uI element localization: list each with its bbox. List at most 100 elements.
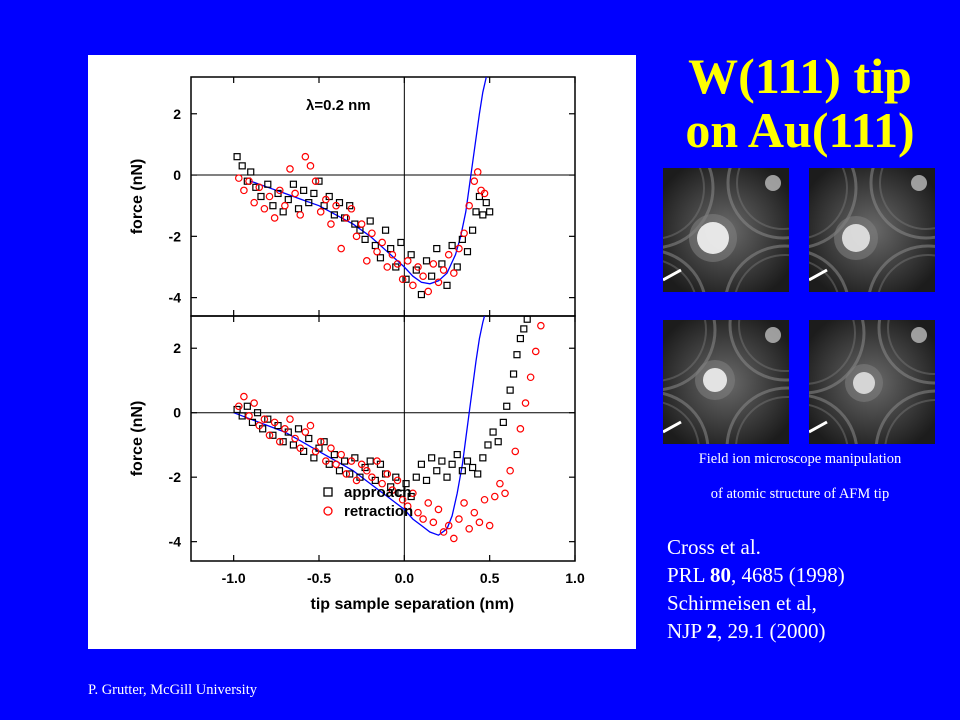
retraction-point — [444, 250, 453, 259]
fim-ring — [735, 396, 789, 444]
reference-line-3: Schirmeisen et al, — [667, 591, 817, 615]
retraction-point — [296, 444, 305, 452]
approach-point — [402, 275, 410, 283]
y-tick-label: -2 — [169, 228, 182, 244]
retraction-point — [480, 189, 489, 198]
retraction-point — [281, 425, 289, 433]
approach-point — [469, 463, 477, 472]
approach-point — [361, 235, 369, 243]
retraction-point — [490, 492, 499, 501]
approach-point — [305, 199, 313, 207]
retraction-point — [240, 186, 248, 195]
fim-caption-line-2: of atomic structure of AFM tip — [710, 486, 890, 502]
x-axis-label: tip sample separation (nm) — [311, 596, 515, 613]
retraction-point — [444, 521, 453, 530]
fim-corner-spot — [911, 175, 927, 191]
approach-point — [463, 248, 472, 256]
fim-ring — [663, 320, 717, 391]
approach-point — [305, 434, 313, 443]
retraction-point — [485, 521, 494, 530]
retraction-point — [337, 244, 345, 253]
approach-series — [233, 316, 531, 501]
approach-point — [448, 460, 456, 468]
retraction-series — [234, 321, 545, 543]
fim-corner-spot — [911, 327, 927, 343]
approach-point — [346, 470, 354, 478]
retraction-point — [419, 515, 427, 523]
retraction-point — [332, 201, 340, 210]
approach-point — [397, 489, 405, 497]
approach-point — [320, 438, 328, 446]
retraction-point — [531, 347, 540, 356]
approach-point — [479, 211, 487, 219]
retraction-point — [311, 447, 320, 456]
retraction-point — [378, 479, 386, 488]
fim-ring — [728, 320, 789, 382]
slide-title-line-2: on Au(111) — [685, 102, 915, 158]
approach-point — [448, 241, 456, 250]
fim-ring — [725, 386, 789, 444]
retraction-point — [465, 524, 473, 533]
retraction-point — [455, 244, 463, 253]
approach-point — [422, 476, 431, 485]
fim-micrograph-3 — [663, 320, 789, 444]
retraction-point — [332, 460, 340, 469]
retraction-point — [301, 152, 310, 161]
approach-point — [300, 186, 308, 194]
retraction-point — [424, 499, 433, 507]
retraction-point — [378, 238, 386, 247]
retraction-point — [245, 177, 253, 185]
approach-point — [257, 192, 265, 201]
force-curve-charts: 2 0 -2 -4 force (nN) λ=0.2 nm 2 0 -2 -4 -1.0 -0.5 0.… — [129, 76, 585, 613]
retraction-point — [306, 162, 315, 170]
approach-point — [402, 480, 410, 488]
fim-ring — [868, 244, 935, 292]
retraction-point — [409, 281, 417, 290]
approach-point — [503, 402, 511, 410]
retraction-point — [357, 220, 366, 228]
approach-point — [341, 457, 349, 465]
approach-point — [523, 316, 531, 323]
approach-point — [310, 189, 318, 198]
retraction-point — [373, 247, 381, 256]
fim-ring — [869, 168, 935, 240]
retraction-point — [388, 250, 397, 259]
approach-point — [366, 217, 374, 225]
fim-micrograph-2 — [809, 168, 935, 292]
approach-point — [351, 220, 359, 228]
fim-caption-line-1: Field ion microscope manipulation — [698, 451, 902, 467]
fim-bright-spot — [853, 372, 875, 394]
approach-point — [443, 281, 451, 289]
retraction-point — [434, 278, 443, 287]
fim-ring — [738, 320, 789, 372]
legend-approach-label: approach — [344, 484, 412, 501]
approach-point — [417, 460, 425, 468]
retraction-point — [526, 373, 535, 382]
retraction-point — [475, 518, 484, 527]
y-tick-label: 0 — [173, 405, 181, 421]
footer-credit: P. Grutter, McGill University — [88, 682, 257, 698]
retraction-point — [322, 195, 330, 204]
approach-point — [310, 454, 318, 462]
retraction-point — [265, 192, 274, 201]
retraction-point — [419, 272, 427, 280]
retraction-point — [275, 437, 284, 446]
approach-point — [443, 473, 451, 481]
reference-line-4: NJP 2, 29.1 (2000) — [667, 619, 826, 643]
y-tick-label: -4 — [169, 534, 182, 550]
y-tick-label: -2 — [169, 469, 182, 485]
retraction-point — [455, 515, 463, 523]
retraction-point — [439, 266, 448, 274]
approach-point — [284, 195, 292, 204]
approach-point — [494, 438, 502, 446]
fim-ring — [877, 320, 935, 385]
retraction-point — [352, 476, 361, 485]
force-curve-plot-panel: 2 0 -2 -4 force (nN) λ=0.2 nm 2 0 -2 -4 -1.0 -0.5 0.… — [88, 55, 636, 649]
approach-point — [294, 425, 303, 433]
retraction-point — [286, 415, 294, 423]
approach-point — [433, 244, 441, 253]
retraction-point — [240, 392, 248, 401]
approach-point — [428, 454, 436, 462]
approach-point — [474, 470, 482, 478]
retraction-point — [393, 260, 402, 268]
